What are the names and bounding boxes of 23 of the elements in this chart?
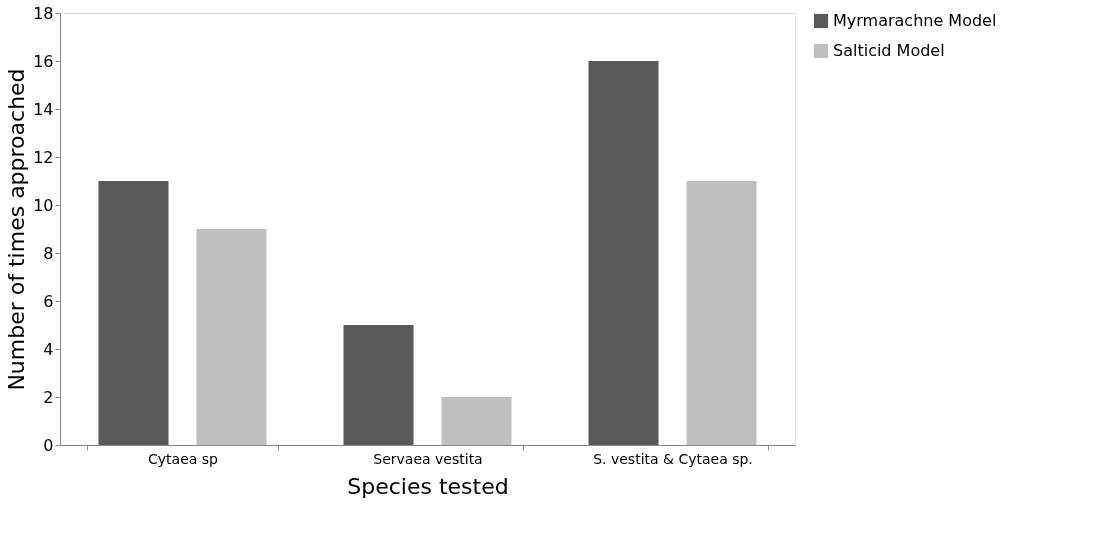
y-tick-label: 10 [33, 195, 54, 215]
y-tick-label: 4 [43, 339, 54, 359]
x-tick-label: Cytaea sp [148, 450, 219, 467]
bar [196, 229, 267, 445]
legend-label: Myrmarachne Model [833, 11, 997, 30]
bar [441, 397, 512, 445]
x-axis-title: Species tested [347, 473, 509, 499]
bar [588, 61, 659, 445]
y-tick-label: 0 [43, 435, 54, 455]
y-tick-label: 12 [33, 147, 54, 167]
y-axis-title: Number of times approached [4, 68, 30, 391]
y-tick-label: 16 [33, 51, 54, 71]
y-tick-label: 14 [33, 99, 54, 119]
x-tick-label: S. vestita & Cytaea sp. [593, 450, 753, 467]
y-tick-label: 8 [43, 243, 54, 263]
legend-label: Salticid Model [833, 41, 945, 60]
x-tick-label: Servaea vestita [373, 450, 483, 467]
bar [686, 181, 757, 445]
bar [343, 325, 414, 445]
bar [98, 181, 169, 445]
y-tick-label: 18 [33, 3, 54, 23]
y-tick-label: 6 [43, 291, 54, 311]
y-tick-label: 2 [43, 387, 54, 407]
